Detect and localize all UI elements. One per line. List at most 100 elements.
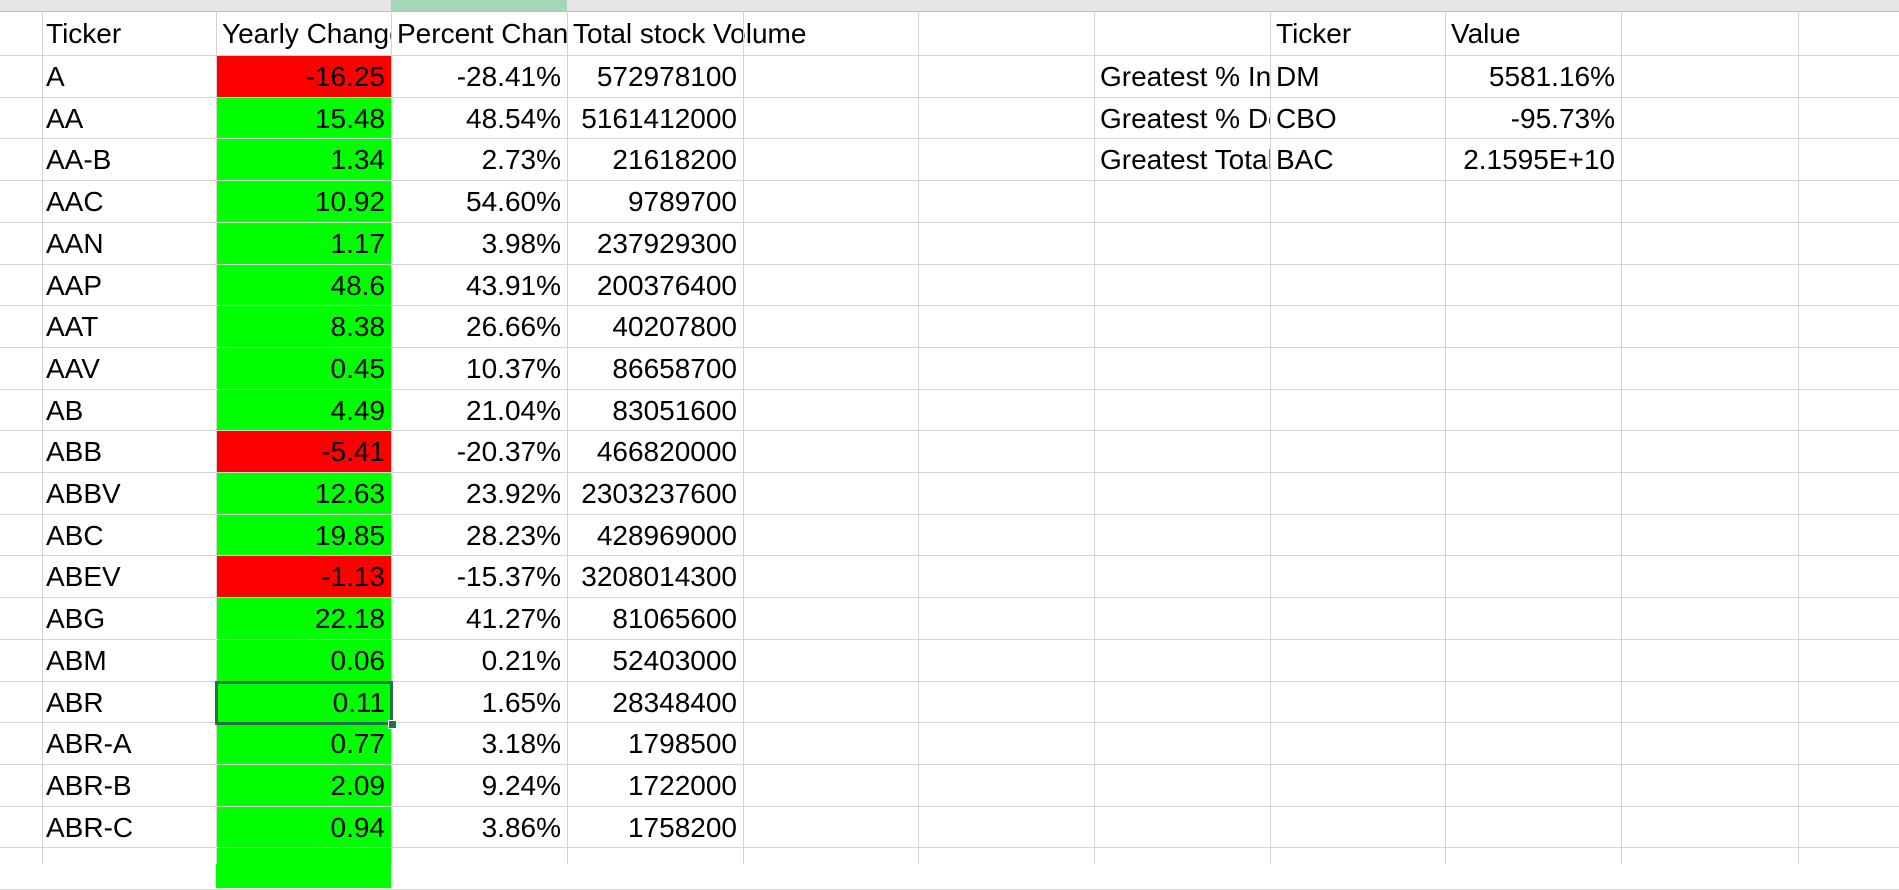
column-header-r[interactable] — [1621, 0, 1798, 11]
ticker-cell[interactable]: ABEV — [46, 561, 121, 592]
total-volume-cell[interactable]: 1798500 — [627, 728, 737, 759]
header-summary-ticker[interactable]: Ticker — [1276, 18, 1352, 49]
column-header-j[interactable] — [216, 0, 391, 11]
column-header-a[interactable] — [0, 0, 42, 11]
ticker-cell[interactable]: ABR-B — [46, 770, 132, 801]
yearly-change-cell[interactable]: 1.34 — [216, 139, 391, 181]
percent-change-cell[interactable]: 3.98% — [481, 228, 561, 259]
active-cell-selection[interactable] — [215, 681, 393, 725]
yearly-change-cell[interactable]: 1.17 — [216, 223, 391, 265]
fill-handle[interactable] — [388, 720, 397, 729]
ticker-cell[interactable]: ABR — [46, 687, 104, 718]
total-volume-cell[interactable]: 3208014300 — [581, 561, 737, 592]
summary-value-cell[interactable]: -95.73% — [1510, 103, 1615, 134]
yearly-change-cell[interactable]: 10.92 — [216, 181, 391, 223]
summary-label-cell[interactable]: Greatest % Decrease — [1100, 103, 1270, 134]
percent-change-cell[interactable]: 10.37% — [466, 353, 561, 384]
ticker-cell[interactable]: ABR-C — [46, 812, 134, 843]
summary-ticker-cell[interactable]: CBO — [1270, 98, 1445, 140]
ticker-cell[interactable]: ABC — [46, 520, 104, 551]
percent-change-cell[interactable]: 1.65% — [481, 687, 561, 718]
ticker-cell[interactable]: AB — [46, 395, 84, 426]
total-volume-cell[interactable]: 200376400 — [596, 270, 737, 301]
yearly-change-cell[interactable]: 0.94 — [216, 807, 391, 849]
percent-change-cell[interactable]: -20.37% — [456, 436, 561, 467]
ticker-cell[interactable]: AAC — [46, 186, 104, 217]
yearly-change-cell[interactable]: 19.85 — [216, 515, 391, 557]
column-header-p[interactable] — [1270, 0, 1445, 11]
ticker-cell[interactable]: A — [46, 61, 65, 92]
total-volume-cell[interactable]: 21618200 — [612, 144, 737, 175]
summary-label-cell[interactable]: Greatest Total Volume — [1100, 144, 1270, 175]
ticker-cell[interactable]: ABB — [46, 436, 103, 467]
column-header-n[interactable] — [918, 0, 1094, 11]
total-volume-cell[interactable]: 81065600 — [612, 603, 737, 634]
column-header-l[interactable] — [567, 0, 743, 11]
yearly-change-cell[interactable]: -1.13 — [216, 556, 391, 598]
percent-change-cell[interactable]: 21.04% — [466, 395, 561, 426]
column-header-q[interactable] — [1445, 0, 1621, 11]
total-volume-cell[interactable]: 572978100 — [596, 61, 737, 92]
percent-change-cell[interactable]: -15.37% — [456, 561, 561, 592]
total-volume-cell[interactable]: 1758200 — [627, 812, 737, 843]
total-volume-cell[interactable]: 466820000 — [596, 436, 737, 467]
header-total-volume[interactable]: Total stock Volume — [573, 18, 807, 49]
yearly-change-cell[interactable]: 4.49 — [216, 390, 391, 432]
summary-ticker-cell[interactable]: BAC — [1270, 139, 1445, 181]
percent-change-cell[interactable]: -28.41% — [456, 61, 561, 92]
ticker-cell[interactable]: ABG — [46, 603, 106, 634]
header-yearly-change[interactable]: Yearly Change — [222, 18, 391, 49]
header-summary-value[interactable]: Value — [1451, 18, 1521, 49]
column-header-k[interactable] — [391, 0, 567, 11]
ticker-cell[interactable]: AAP — [46, 270, 103, 301]
percent-change-cell[interactable]: 43.91% — [466, 270, 561, 301]
total-volume-cell[interactable]: 2303237600 — [581, 478, 737, 509]
total-volume-cell[interactable]: 5161412000 — [581, 103, 737, 134]
header-ticker[interactable]: Ticker — [46, 18, 122, 49]
ticker-cell[interactable]: AAT — [46, 311, 99, 342]
yearly-change-cell[interactable]: 48.6 — [216, 265, 391, 307]
total-volume-cell[interactable]: 52403000 — [612, 645, 737, 676]
yearly-change-cell[interactable]: 8.38 — [216, 306, 391, 348]
percent-change-cell[interactable]: 54.60% — [466, 186, 561, 217]
total-volume-cell[interactable]: 9789700 — [627, 186, 737, 217]
summary-ticker-cell[interactable]: DM — [1270, 56, 1445, 98]
percent-change-cell[interactable]: 2.73% — [481, 144, 561, 175]
column-header-m[interactable] — [743, 0, 918, 11]
total-volume-cell[interactable]: 40207800 — [612, 311, 737, 342]
total-volume-cell[interactable]: 28348400 — [612, 687, 737, 718]
percent-change-cell[interactable]: 0.21% — [481, 645, 561, 676]
summary-label-cell[interactable]: Greatest % Increase — [1100, 61, 1270, 92]
yearly-change-cell[interactable]: 2.09 — [216, 765, 391, 807]
summary-value-cell[interactable]: 5581.16% — [1488, 61, 1615, 92]
ticker-cell[interactable]: AAN — [46, 228, 104, 259]
percent-change-cell[interactable]: 23.92% — [466, 478, 561, 509]
column-header-o[interactable] — [1094, 0, 1270, 11]
ticker-cell[interactable]: ABM — [46, 645, 107, 676]
ticker-cell[interactable]: ABR-A — [46, 728, 132, 759]
percent-change-cell[interactable]: 3.86% — [481, 812, 561, 843]
total-volume-cell[interactable]: 1722000 — [627, 770, 737, 801]
yearly-change-cell[interactable]: -5.41 — [216, 431, 391, 473]
total-volume-cell[interactable]: 428969000 — [596, 520, 737, 551]
yearly-change-cell[interactable] — [216, 848, 391, 888]
percent-change-cell[interactable]: 26.66% — [466, 311, 561, 342]
header-percent-change[interactable]: Percent Change — [397, 18, 567, 49]
ticker-cell[interactable]: AAV — [46, 353, 100, 384]
percent-change-cell[interactable]: 3.18% — [481, 728, 561, 759]
yearly-change-cell[interactable]: 0.11 — [216, 682, 391, 724]
summary-value-cell[interactable]: 2.1595E+10 — [1463, 144, 1615, 175]
column-header-s[interactable] — [1798, 0, 1899, 11]
yearly-change-cell[interactable]: 22.18 — [216, 598, 391, 640]
yearly-change-cell[interactable]: 12.63 — [216, 473, 391, 515]
ticker-cell[interactable]: ABBV — [46, 478, 121, 509]
percent-change-cell[interactable]: 28.23% — [466, 520, 561, 551]
total-volume-cell[interactable]: 86658700 — [612, 353, 737, 384]
ticker-cell[interactable]: AA-B — [46, 144, 112, 175]
percent-change-cell[interactable]: 48.54% — [466, 103, 561, 134]
yearly-change-cell[interactable]: -16.25 — [216, 56, 391, 98]
yearly-change-cell[interactable]: 0.45 — [216, 348, 391, 390]
column-header-i[interactable] — [42, 0, 216, 11]
percent-change-cell[interactable]: 41.27% — [466, 603, 561, 634]
